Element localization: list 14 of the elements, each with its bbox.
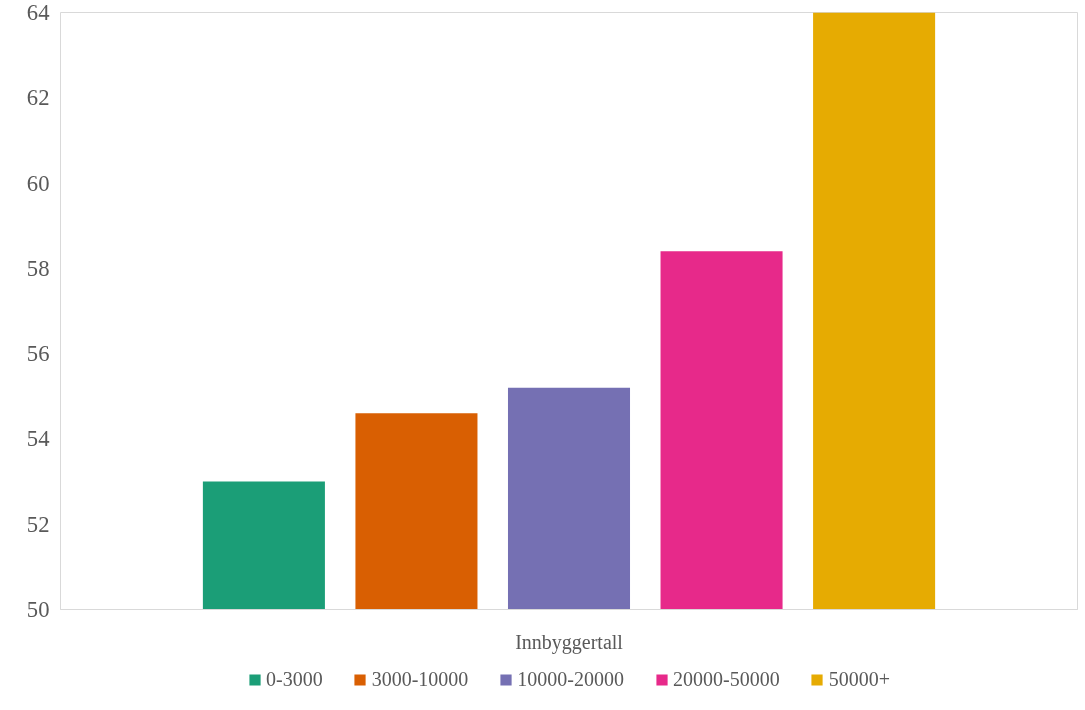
y-tick-label: 58	[26, 255, 50, 281]
y-tick-label: 64	[26, 0, 50, 25]
y-tick-label: 50	[26, 597, 50, 622]
y-tick-label: 56	[26, 341, 50, 367]
x-tick-label: Innbyggertall	[515, 630, 624, 654]
legend-label: 10000-20000	[517, 667, 625, 691]
legend-label: 50000+	[828, 667, 890, 691]
y-tick-label: 52	[26, 511, 50, 537]
y-tick-label: 62	[26, 85, 50, 111]
legend-label: 0-3000	[266, 667, 323, 691]
y-tick-label: 60	[26, 170, 50, 196]
legend-label: 20000-50000	[673, 667, 780, 691]
legend-label: 3000-10000	[371, 667, 469, 691]
y-tick-label: 54	[26, 426, 50, 452]
